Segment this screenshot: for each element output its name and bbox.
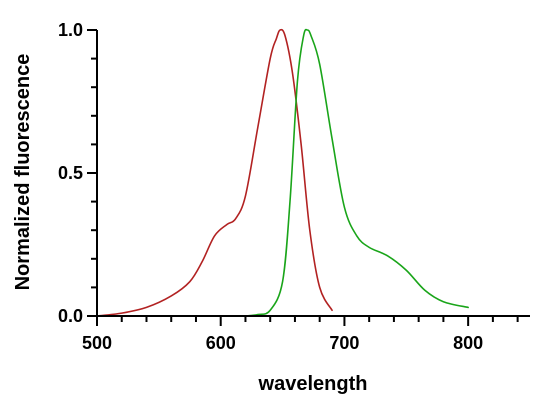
series-line-1 <box>96 28 333 317</box>
y-tick-label: 1.0 <box>58 20 83 40</box>
x-tick-label: 800 <box>453 333 483 353</box>
y-tick-label: 0.5 <box>58 163 83 183</box>
x-axis-label: wavelength <box>258 373 368 395</box>
x-tick-label: 500 <box>82 333 112 353</box>
y-axis-label: Normalized fluorescence <box>12 54 34 291</box>
series-line-2 <box>244 28 469 317</box>
y-tick-label: 0.0 <box>58 306 83 326</box>
series-layer <box>96 28 469 317</box>
x-tick-label: 600 <box>206 333 236 353</box>
x-tick-label: 700 <box>329 333 359 353</box>
axes-layer: 500 600 700 800 0.0 0.5 1.0 <box>58 20 530 353</box>
